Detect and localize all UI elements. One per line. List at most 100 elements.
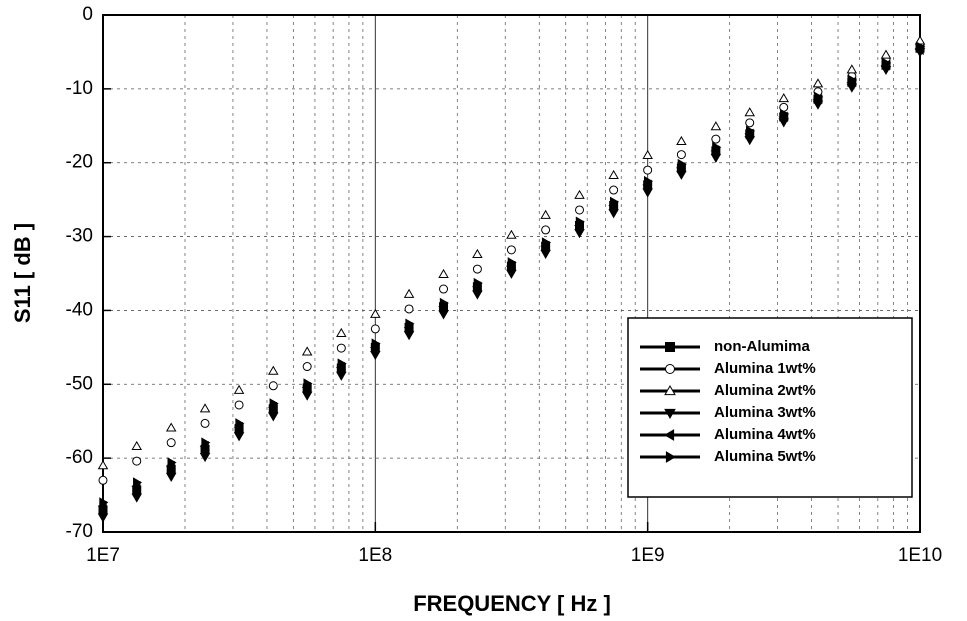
marker bbox=[234, 400, 244, 410]
marker bbox=[473, 277, 483, 289]
marker bbox=[664, 408, 676, 419]
y-tick-label: -10 bbox=[66, 78, 93, 99]
marker bbox=[574, 229, 585, 239]
marker bbox=[371, 338, 381, 349]
legend-label: Alumina 3wt% bbox=[714, 404, 816, 421]
marker bbox=[506, 229, 517, 239]
marker bbox=[405, 318, 415, 329]
marker bbox=[199, 403, 211, 413]
marker bbox=[336, 327, 347, 338]
x-tick-label: 1E7 bbox=[86, 545, 120, 566]
series bbox=[97, 35, 926, 470]
marker bbox=[643, 165, 653, 175]
marker bbox=[97, 513, 109, 523]
marker bbox=[664, 429, 675, 441]
marker bbox=[165, 472, 177, 483]
marker bbox=[574, 189, 585, 199]
marker bbox=[438, 310, 449, 320]
marker bbox=[710, 121, 722, 131]
marker bbox=[780, 108, 790, 120]
y-tick-label: -50 bbox=[66, 373, 93, 394]
marker bbox=[233, 384, 245, 394]
marker bbox=[541, 237, 552, 248]
marker bbox=[268, 365, 279, 375]
marker bbox=[676, 150, 686, 160]
marker bbox=[132, 456, 142, 466]
marker bbox=[608, 209, 619, 219]
marker bbox=[472, 248, 483, 258]
marker bbox=[438, 268, 449, 278]
marker bbox=[540, 249, 551, 259]
marker bbox=[303, 378, 313, 389]
marker bbox=[880, 49, 892, 59]
marker bbox=[711, 134, 721, 144]
marker bbox=[166, 438, 176, 448]
marker bbox=[507, 257, 517, 268]
marker bbox=[609, 196, 620, 208]
marker bbox=[233, 432, 245, 442]
x-tick-label: 1E9 bbox=[631, 545, 665, 566]
marker bbox=[370, 351, 381, 361]
marker bbox=[167, 457, 177, 468]
marker bbox=[882, 57, 892, 69]
marker bbox=[133, 477, 143, 488]
marker bbox=[97, 460, 109, 470]
marker bbox=[235, 418, 245, 429]
marker bbox=[608, 169, 619, 179]
y-tick-label: -40 bbox=[66, 299, 93, 320]
legend-label: Alumina 2wt% bbox=[714, 382, 816, 399]
marker bbox=[575, 216, 585, 228]
legend-label: Alumina 1wt% bbox=[714, 360, 816, 377]
legend-label: Alumina 5wt% bbox=[714, 448, 816, 465]
marker bbox=[370, 308, 381, 318]
marker bbox=[439, 284, 449, 294]
marker bbox=[506, 245, 516, 255]
marker bbox=[778, 93, 790, 103]
marker bbox=[337, 358, 347, 369]
marker bbox=[268, 412, 279, 422]
marker bbox=[676, 170, 687, 180]
legend-label: Alumina 4wt% bbox=[714, 426, 816, 443]
marker bbox=[302, 362, 312, 372]
marker bbox=[98, 475, 108, 485]
marker bbox=[744, 107, 755, 117]
marker bbox=[404, 304, 414, 314]
y-tick-label: -60 bbox=[66, 447, 93, 468]
marker bbox=[165, 422, 177, 432]
marker bbox=[268, 381, 278, 391]
marker bbox=[201, 437, 211, 448]
marker bbox=[814, 91, 824, 103]
marker bbox=[677, 158, 687, 170]
marker bbox=[336, 343, 346, 353]
y-tick-label: -20 bbox=[66, 152, 93, 173]
marker bbox=[642, 149, 653, 160]
marker bbox=[403, 288, 415, 298]
marker bbox=[403, 331, 415, 341]
x-tick-label: 1E8 bbox=[358, 545, 392, 566]
y-tick-label: -70 bbox=[66, 521, 93, 542]
marker bbox=[472, 290, 483, 300]
marker bbox=[131, 493, 142, 503]
marker bbox=[472, 264, 482, 274]
marker bbox=[848, 74, 858, 86]
marker bbox=[199, 452, 211, 463]
marker bbox=[575, 205, 585, 215]
legend: non-Alumima Alumina 1wt% Alumina 2wt% Alumi… bbox=[627, 317, 913, 498]
legend-label: non-Alumima bbox=[714, 338, 810, 355]
marker bbox=[664, 385, 676, 396]
series bbox=[99, 41, 926, 508]
marker bbox=[712, 141, 722, 153]
marker bbox=[745, 118, 755, 128]
marker bbox=[336, 371, 347, 381]
y-axis-label: S11 [ dB ] bbox=[10, 223, 35, 323]
marker bbox=[200, 418, 210, 428]
marker bbox=[370, 324, 380, 334]
marker bbox=[846, 64, 858, 74]
marker bbox=[643, 175, 654, 187]
marker bbox=[812, 78, 824, 88]
x-tick-label: 1E10 bbox=[898, 545, 942, 566]
marker bbox=[269, 398, 279, 409]
marker bbox=[541, 225, 551, 235]
marker bbox=[710, 153, 722, 163]
